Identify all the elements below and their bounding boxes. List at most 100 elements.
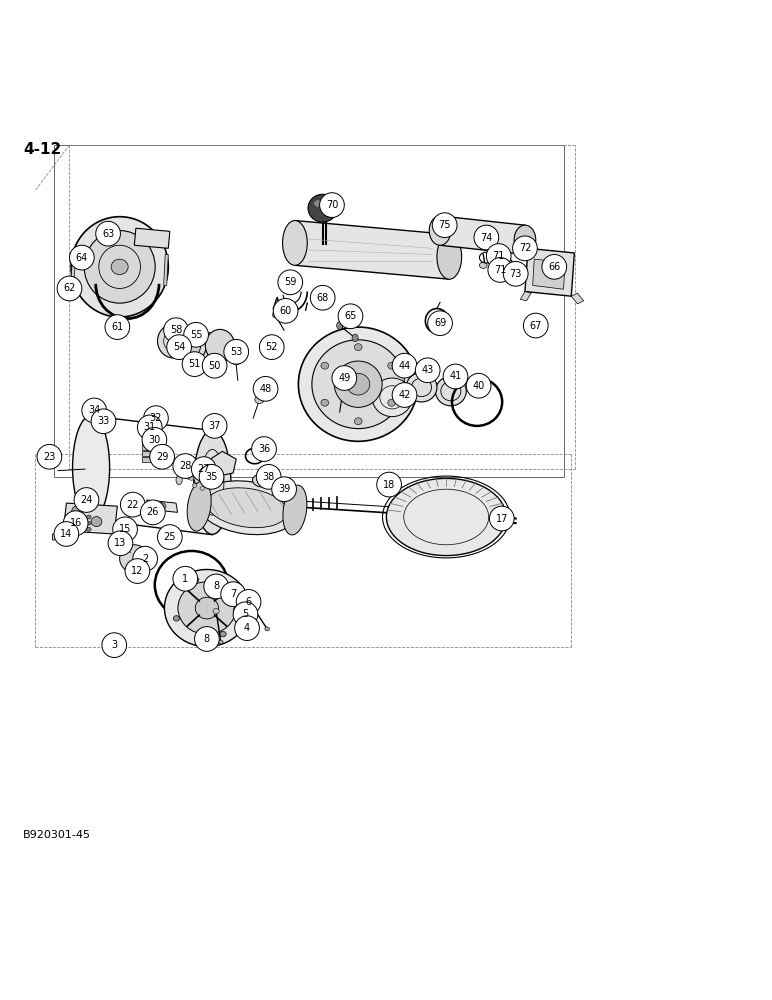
Ellipse shape bbox=[283, 221, 307, 265]
Ellipse shape bbox=[283, 485, 307, 535]
Text: 54: 54 bbox=[173, 342, 185, 352]
Text: 17: 17 bbox=[496, 514, 508, 524]
Text: 29: 29 bbox=[156, 452, 168, 462]
Circle shape bbox=[102, 633, 127, 657]
Circle shape bbox=[273, 299, 298, 323]
Circle shape bbox=[259, 335, 284, 359]
Ellipse shape bbox=[73, 415, 110, 520]
Ellipse shape bbox=[429, 216, 451, 245]
Text: 18: 18 bbox=[383, 480, 395, 490]
Ellipse shape bbox=[86, 527, 91, 531]
Circle shape bbox=[57, 276, 82, 301]
Text: 71: 71 bbox=[494, 265, 506, 275]
Polygon shape bbox=[164, 255, 168, 285]
Polygon shape bbox=[114, 534, 122, 540]
Text: 74: 74 bbox=[480, 233, 493, 243]
Text: 58: 58 bbox=[170, 325, 182, 335]
Text: 5: 5 bbox=[242, 609, 249, 619]
Text: 27: 27 bbox=[198, 464, 210, 474]
Circle shape bbox=[202, 353, 227, 378]
Circle shape bbox=[108, 531, 133, 556]
Polygon shape bbox=[207, 451, 236, 477]
Ellipse shape bbox=[194, 471, 211, 486]
Polygon shape bbox=[525, 248, 574, 296]
Circle shape bbox=[432, 213, 457, 238]
Text: B920301-45: B920301-45 bbox=[23, 830, 91, 840]
Ellipse shape bbox=[339, 389, 347, 395]
Ellipse shape bbox=[187, 481, 212, 531]
Text: 13: 13 bbox=[114, 538, 127, 548]
Polygon shape bbox=[440, 216, 525, 255]
Circle shape bbox=[113, 517, 137, 542]
Ellipse shape bbox=[337, 322, 343, 329]
Circle shape bbox=[105, 315, 130, 339]
Ellipse shape bbox=[249, 634, 254, 638]
Ellipse shape bbox=[388, 399, 395, 406]
Circle shape bbox=[69, 245, 94, 270]
Ellipse shape bbox=[252, 474, 269, 487]
Ellipse shape bbox=[213, 608, 219, 614]
Text: 49: 49 bbox=[338, 373, 350, 383]
Circle shape bbox=[199, 464, 224, 489]
Circle shape bbox=[523, 313, 548, 338]
Ellipse shape bbox=[86, 515, 91, 519]
Text: 44: 44 bbox=[398, 361, 411, 371]
Circle shape bbox=[184, 322, 208, 347]
Text: 15: 15 bbox=[119, 524, 131, 534]
Text: 26: 26 bbox=[147, 507, 159, 517]
Text: 3: 3 bbox=[111, 640, 117, 650]
Circle shape bbox=[486, 244, 511, 268]
Text: 37: 37 bbox=[208, 421, 221, 431]
Ellipse shape bbox=[254, 622, 259, 625]
Ellipse shape bbox=[84, 231, 155, 303]
Polygon shape bbox=[533, 259, 565, 289]
Ellipse shape bbox=[255, 396, 264, 403]
Circle shape bbox=[182, 352, 207, 376]
Text: 22: 22 bbox=[127, 500, 139, 510]
Ellipse shape bbox=[242, 615, 246, 619]
Circle shape bbox=[173, 566, 198, 591]
Circle shape bbox=[392, 353, 417, 378]
Ellipse shape bbox=[262, 343, 275, 353]
Ellipse shape bbox=[354, 344, 362, 351]
Text: 64: 64 bbox=[76, 253, 88, 263]
Circle shape bbox=[236, 590, 261, 614]
Ellipse shape bbox=[124, 498, 144, 512]
Text: 31: 31 bbox=[144, 422, 156, 432]
Ellipse shape bbox=[218, 640, 223, 644]
Text: 59: 59 bbox=[284, 277, 296, 287]
Ellipse shape bbox=[299, 327, 418, 441]
Ellipse shape bbox=[225, 588, 232, 594]
Ellipse shape bbox=[189, 476, 194, 480]
Text: 4-12: 4-12 bbox=[23, 142, 62, 157]
Text: 8: 8 bbox=[213, 581, 219, 591]
Circle shape bbox=[253, 376, 278, 401]
Ellipse shape bbox=[185, 470, 191, 479]
Circle shape bbox=[141, 500, 165, 525]
Circle shape bbox=[466, 373, 491, 398]
Ellipse shape bbox=[435, 376, 466, 406]
Circle shape bbox=[221, 582, 245, 607]
Text: 8: 8 bbox=[204, 634, 210, 644]
Text: 65: 65 bbox=[344, 311, 357, 321]
Circle shape bbox=[96, 221, 120, 246]
Ellipse shape bbox=[178, 582, 236, 634]
Text: 70: 70 bbox=[326, 200, 338, 210]
Ellipse shape bbox=[182, 335, 201, 356]
Circle shape bbox=[204, 574, 229, 599]
Circle shape bbox=[157, 525, 182, 549]
Ellipse shape bbox=[91, 517, 102, 527]
Circle shape bbox=[235, 616, 259, 641]
Ellipse shape bbox=[321, 362, 329, 369]
Circle shape bbox=[320, 193, 344, 217]
Text: 16: 16 bbox=[69, 518, 82, 528]
Circle shape bbox=[74, 488, 99, 512]
Circle shape bbox=[489, 506, 514, 531]
Circle shape bbox=[150, 444, 174, 469]
Circle shape bbox=[542, 255, 567, 279]
Circle shape bbox=[474, 225, 499, 250]
Text: 75: 75 bbox=[438, 220, 451, 230]
Circle shape bbox=[503, 261, 528, 286]
Ellipse shape bbox=[437, 234, 462, 279]
Text: 38: 38 bbox=[262, 472, 275, 482]
